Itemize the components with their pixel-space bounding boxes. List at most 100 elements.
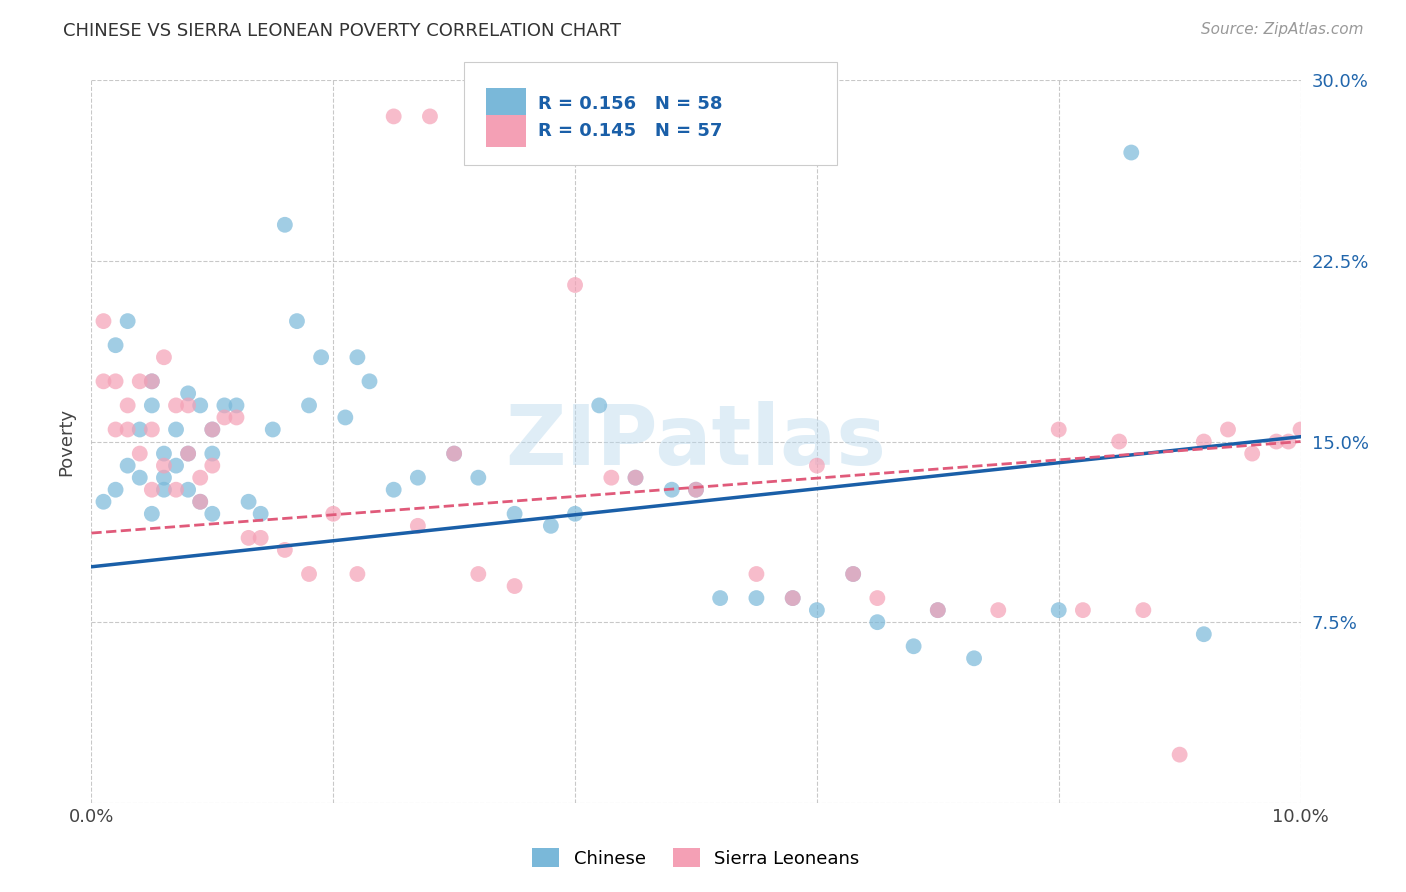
Point bbox=[443, 446, 465, 460]
Point bbox=[1047, 603, 1070, 617]
Point bbox=[165, 458, 187, 473]
Point bbox=[987, 603, 1010, 617]
Point bbox=[274, 218, 297, 232]
Point bbox=[685, 483, 707, 497]
Point bbox=[745, 567, 768, 582]
Point bbox=[177, 398, 200, 412]
Point bbox=[406, 470, 429, 484]
Point bbox=[93, 374, 115, 388]
Point bbox=[117, 314, 139, 328]
Point bbox=[298, 567, 321, 582]
Y-axis label: Poverty: Poverty bbox=[58, 408, 76, 475]
Point bbox=[214, 398, 236, 412]
Text: R = 0.156   N = 58: R = 0.156 N = 58 bbox=[538, 95, 723, 113]
Point bbox=[564, 507, 586, 521]
Point bbox=[117, 422, 139, 436]
Point bbox=[866, 615, 889, 630]
Point bbox=[153, 350, 176, 364]
Point bbox=[238, 531, 260, 545]
Point bbox=[382, 483, 405, 497]
Point bbox=[249, 531, 271, 545]
Point bbox=[842, 567, 865, 582]
Point bbox=[188, 494, 211, 508]
Point bbox=[128, 446, 150, 460]
Point bbox=[1108, 434, 1130, 449]
Point bbox=[503, 507, 526, 521]
Point bbox=[745, 591, 768, 605]
Point bbox=[564, 277, 586, 292]
Point bbox=[406, 518, 429, 533]
Point bbox=[467, 470, 489, 484]
Point bbox=[1121, 145, 1143, 160]
Point bbox=[1132, 603, 1154, 617]
Point bbox=[1216, 422, 1239, 436]
Point bbox=[128, 422, 150, 436]
Point bbox=[153, 458, 176, 473]
Point bbox=[201, 422, 224, 436]
Point bbox=[214, 410, 236, 425]
Point bbox=[285, 314, 308, 328]
Point bbox=[866, 591, 889, 605]
Point bbox=[685, 483, 707, 497]
Point bbox=[141, 398, 163, 412]
Point bbox=[661, 483, 683, 497]
Point bbox=[443, 446, 465, 460]
Point bbox=[806, 458, 828, 473]
Text: R = 0.145   N = 57: R = 0.145 N = 57 bbox=[538, 122, 723, 140]
Point bbox=[141, 483, 163, 497]
Point bbox=[1047, 422, 1070, 436]
Point bbox=[177, 483, 200, 497]
Point bbox=[1192, 627, 1215, 641]
Point bbox=[588, 398, 610, 412]
Point bbox=[1241, 446, 1264, 460]
Point bbox=[201, 458, 224, 473]
Point bbox=[346, 567, 368, 582]
Point bbox=[963, 651, 986, 665]
Point bbox=[153, 483, 176, 497]
Point bbox=[249, 507, 271, 521]
Point bbox=[359, 374, 381, 388]
Point bbox=[141, 422, 163, 436]
Point bbox=[104, 483, 127, 497]
Point bbox=[201, 446, 224, 460]
Point bbox=[201, 507, 224, 521]
Point bbox=[927, 603, 949, 617]
Point bbox=[117, 458, 139, 473]
Point bbox=[201, 422, 224, 436]
Point bbox=[188, 398, 211, 412]
Text: CHINESE VS SIERRA LEONEAN POVERTY CORRELATION CHART: CHINESE VS SIERRA LEONEAN POVERTY CORREL… bbox=[63, 22, 621, 40]
Point bbox=[842, 567, 865, 582]
Point bbox=[128, 374, 150, 388]
Point bbox=[141, 507, 163, 521]
Point bbox=[188, 470, 211, 484]
Point bbox=[419, 109, 441, 123]
Point bbox=[1192, 434, 1215, 449]
Point bbox=[1168, 747, 1191, 762]
Point bbox=[177, 446, 200, 460]
Point bbox=[298, 398, 321, 412]
Point bbox=[117, 398, 139, 412]
Point bbox=[128, 470, 150, 484]
Point bbox=[93, 494, 115, 508]
Point bbox=[1071, 603, 1094, 617]
Point bbox=[624, 470, 647, 484]
Point bbox=[153, 446, 176, 460]
Text: Source: ZipAtlas.com: Source: ZipAtlas.com bbox=[1201, 22, 1364, 37]
Point bbox=[225, 398, 247, 412]
Point bbox=[600, 470, 623, 484]
Point bbox=[165, 422, 187, 436]
Point bbox=[1289, 422, 1312, 436]
Point bbox=[177, 446, 200, 460]
Point bbox=[188, 494, 211, 508]
Point bbox=[165, 483, 187, 497]
Point bbox=[927, 603, 949, 617]
Point bbox=[141, 374, 163, 388]
Point bbox=[709, 591, 731, 605]
Point bbox=[1265, 434, 1288, 449]
Point bbox=[153, 470, 176, 484]
Point bbox=[782, 591, 804, 605]
Point bbox=[346, 350, 368, 364]
Point bbox=[165, 398, 187, 412]
Point bbox=[503, 579, 526, 593]
Point bbox=[467, 567, 489, 582]
